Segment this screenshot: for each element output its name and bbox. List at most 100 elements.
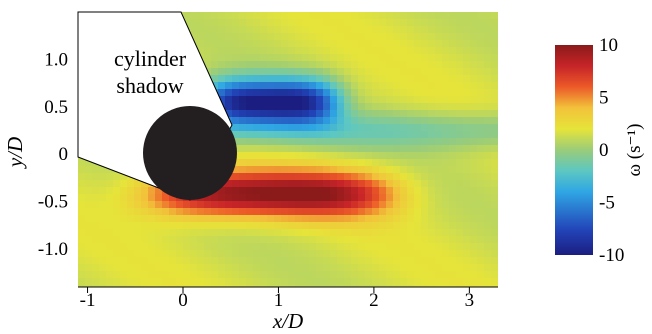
heatmap-cell — [463, 47, 471, 55]
heatmap-cell — [393, 110, 401, 118]
heatmap-cell — [435, 229, 443, 237]
heatmap-cell — [372, 187, 380, 195]
heatmap-cell — [407, 89, 415, 97]
heatmap-cell — [274, 243, 282, 251]
heatmap-cell — [120, 257, 128, 265]
heatmap-cell — [239, 159, 247, 167]
heatmap-cell — [442, 54, 450, 62]
heatmap-cell — [393, 103, 401, 111]
heatmap-cell — [267, 40, 275, 48]
heatmap-cell — [435, 271, 443, 279]
heatmap-cell — [267, 33, 275, 41]
heatmap-cell — [428, 33, 436, 41]
heatmap-cell — [225, 285, 233, 287]
heatmap-cell — [260, 54, 268, 62]
heatmap-cell — [344, 68, 352, 76]
heatmap-cell — [281, 19, 289, 27]
heatmap-cell — [295, 82, 303, 90]
heatmap-cell — [379, 47, 387, 55]
y-tick-label: 0 — [59, 144, 69, 165]
heatmap-cell — [365, 166, 373, 174]
heatmap-cell — [393, 40, 401, 48]
heatmap-cell — [204, 40, 212, 48]
heatmap-cell — [372, 264, 380, 272]
heatmap-cell — [225, 110, 233, 118]
heatmap-cell — [288, 180, 296, 188]
heatmap-cell — [449, 187, 457, 195]
heatmap-cell — [358, 201, 366, 209]
heatmap-cell — [463, 75, 471, 83]
heatmap-cell — [491, 250, 498, 258]
heatmap-cell — [127, 201, 135, 209]
heatmap-cell — [470, 40, 478, 48]
heatmap-cell — [274, 194, 282, 202]
heatmap-cell — [470, 166, 478, 174]
heatmap-cell — [239, 166, 247, 174]
heatmap-cell — [365, 61, 373, 69]
heatmap-cell — [155, 285, 163, 287]
heatmap-cell — [295, 131, 303, 139]
heatmap-cell — [267, 166, 275, 174]
heatmap-cell — [407, 19, 415, 27]
heatmap-cell — [407, 215, 415, 223]
heatmap-cell — [491, 201, 498, 209]
heatmap-cell — [78, 166, 86, 174]
heatmap-cell — [239, 278, 247, 286]
heatmap-cell — [344, 250, 352, 258]
heatmap-cell — [477, 208, 485, 216]
heatmap-cell — [449, 145, 457, 153]
heatmap-cell — [344, 96, 352, 104]
heatmap-cell — [218, 285, 226, 287]
heatmap-cell — [148, 250, 156, 258]
heatmap-cell — [456, 131, 464, 139]
heatmap-cell — [428, 222, 436, 230]
heatmap-cell — [204, 250, 212, 258]
heatmap-cell — [274, 110, 282, 118]
heatmap-cell — [393, 54, 401, 62]
heatmap-cell — [120, 243, 128, 251]
heatmap-cell — [295, 271, 303, 279]
heatmap-cell — [449, 138, 457, 146]
heatmap-cell — [197, 222, 205, 230]
heatmap-cell — [365, 257, 373, 265]
heatmap-cell — [148, 187, 156, 195]
heatmap-cell — [365, 271, 373, 279]
heatmap-cell — [463, 103, 471, 111]
heatmap-cell — [218, 26, 226, 34]
heatmap-cell — [372, 103, 380, 111]
heatmap-cell — [141, 201, 149, 209]
heatmap-cell — [365, 145, 373, 153]
heatmap-cell — [491, 138, 498, 146]
heatmap-cell — [267, 222, 275, 230]
heatmap-cell — [260, 173, 268, 181]
heatmap-cell — [288, 33, 296, 41]
heatmap-cell — [253, 110, 261, 118]
heatmap-cell — [400, 75, 408, 83]
heatmap-cell — [225, 229, 233, 237]
heatmap-cell — [330, 243, 338, 251]
heatmap-cell — [260, 82, 268, 90]
heatmap-cell — [316, 124, 324, 132]
heatmap-cell — [463, 208, 471, 216]
heatmap-cell — [421, 264, 429, 272]
heatmap-cell — [358, 152, 366, 160]
heatmap-cell — [428, 194, 436, 202]
heatmap-cell — [365, 117, 373, 125]
heatmap-cell — [386, 33, 394, 41]
heatmap-cell — [491, 68, 498, 76]
heatmap-cell — [232, 117, 240, 125]
heatmap-cell — [85, 250, 93, 258]
heatmap-cell — [302, 26, 310, 34]
heatmap-cell — [337, 110, 345, 118]
heatmap-cell — [92, 250, 100, 258]
heatmap-cell — [477, 215, 485, 223]
heatmap-cell — [393, 278, 401, 286]
heatmap-cell — [246, 138, 254, 146]
heatmap-cell — [218, 54, 226, 62]
heatmap-cell — [484, 19, 492, 27]
heatmap-cell — [386, 19, 394, 27]
heatmap-cell — [351, 250, 359, 258]
heatmap-cell — [316, 47, 324, 55]
heatmap-cell — [267, 131, 275, 139]
heatmap-cell — [141, 278, 149, 286]
